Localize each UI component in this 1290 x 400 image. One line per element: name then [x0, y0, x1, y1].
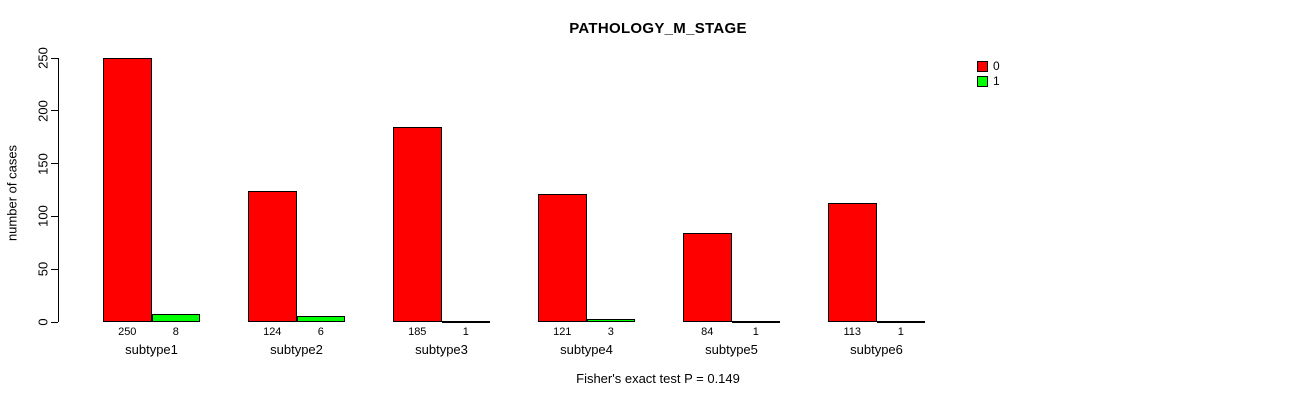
- y-tick-label: 250: [35, 47, 51, 69]
- legend-label: 0: [993, 59, 1000, 73]
- bar-value-label: 8: [172, 326, 179, 338]
- bar-value-label: 1: [462, 326, 469, 338]
- bar-1-subtype2: [296, 315, 345, 322]
- bar-value-label: 250: [118, 326, 137, 338]
- y-tick-label: 50: [35, 261, 51, 277]
- bar-0-subtype5: [683, 233, 732, 322]
- category-label: subtype1: [125, 342, 178, 357]
- bar-value-label: 121: [553, 326, 572, 338]
- category-label: subtype2: [270, 342, 323, 357]
- bar-1-subtype4: [586, 318, 635, 322]
- bar-value-label: 84: [701, 326, 714, 338]
- bar-value-label: 1: [752, 326, 759, 338]
- y-tick: [51, 163, 58, 165]
- bar-0-subtype3: [393, 126, 442, 322]
- chart-title: PATHOLOGY_M_STAGE: [569, 20, 747, 37]
- y-tick: [51, 215, 58, 217]
- legend-swatch-0: [977, 61, 988, 72]
- bar-value-label: 113: [843, 326, 862, 338]
- annotation-footer: Fisher's exact test P = 0.149: [576, 371, 740, 386]
- legend-label: 1: [993, 74, 1000, 88]
- y-tick-label: 150: [35, 152, 51, 175]
- bar-value-label: 6: [317, 326, 324, 338]
- y-tick: [51, 268, 58, 270]
- legend-entry-0: 0: [977, 59, 1000, 73]
- legend-swatch-1: [977, 76, 988, 87]
- bar-1-subtype5: [731, 320, 780, 323]
- bar-0-subtype1: [103, 58, 152, 322]
- bar-value-label: 124: [263, 326, 282, 338]
- category-label: subtype6: [850, 342, 903, 357]
- category-label: subtype3: [415, 342, 468, 357]
- y-tick: [51, 57, 58, 59]
- y-axis: [58, 58, 59, 322]
- y-tick: [51, 321, 58, 323]
- bar-1-subtype3: [441, 320, 490, 323]
- bar-1-subtype6: [876, 320, 925, 323]
- y-tick-label: 200: [35, 99, 51, 122]
- bar-value-label: 1: [897, 326, 904, 338]
- y-tick-label: 100: [35, 205, 51, 228]
- bar-value-label: 3: [607, 326, 614, 338]
- bar-0-subtype2: [248, 191, 297, 322]
- bar-0-subtype4: [538, 194, 587, 322]
- y-tick: [51, 110, 58, 112]
- y-tick-label: 0: [35, 318, 51, 326]
- category-label: subtype5: [705, 342, 758, 357]
- bar-value-label: 185: [408, 326, 427, 338]
- legend-entry-1: 1: [977, 74, 1000, 88]
- bar-0-subtype6: [828, 202, 877, 322]
- bar-1-subtype1: [151, 313, 200, 322]
- category-label: subtype4: [560, 342, 613, 357]
